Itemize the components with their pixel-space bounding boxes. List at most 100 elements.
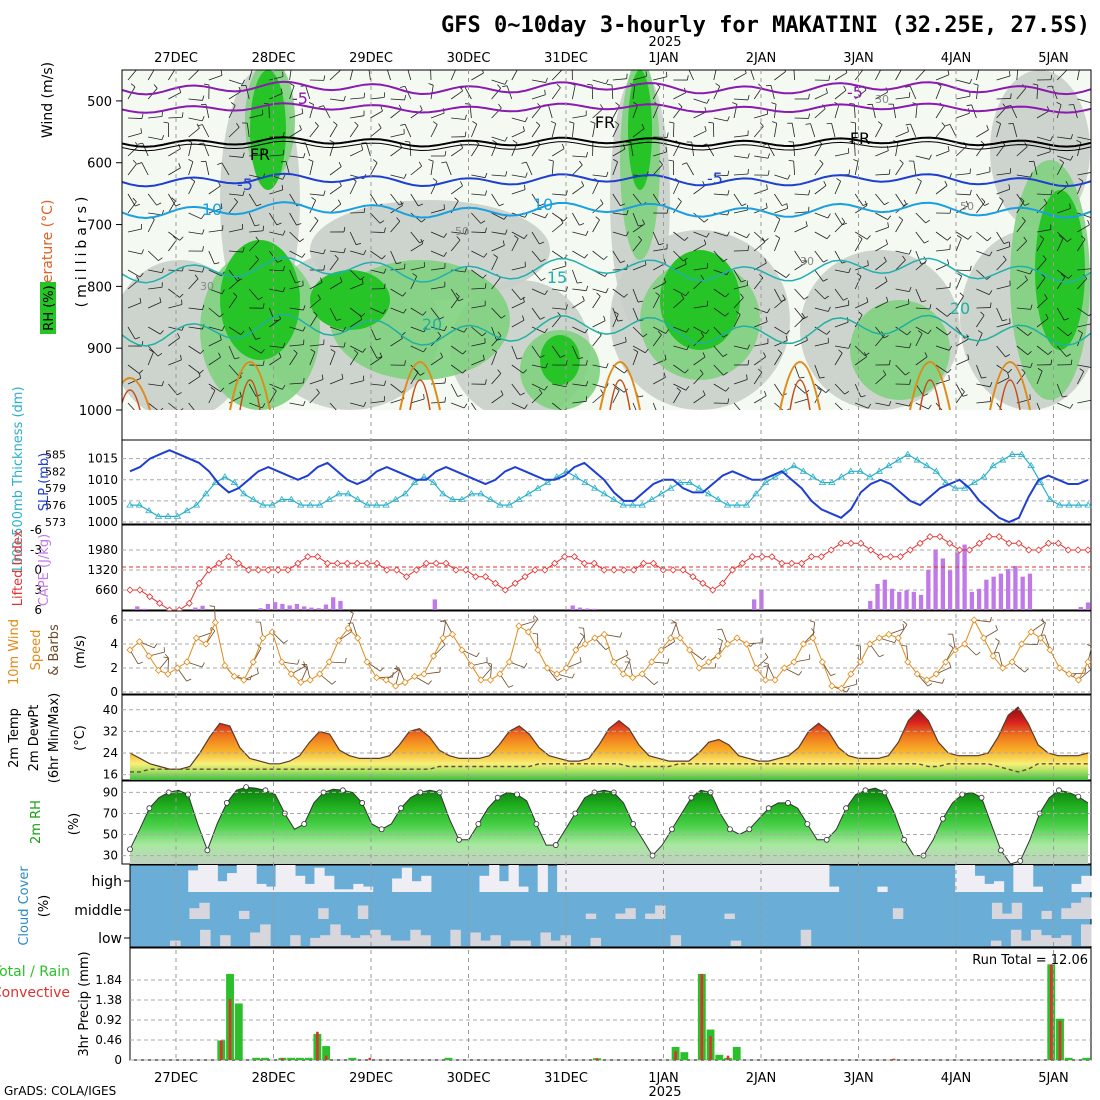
tick-label: 30 (103, 849, 118, 863)
wind-barb (976, 383, 991, 388)
wind-barb-flag (908, 249, 912, 255)
wind-barb (168, 167, 181, 176)
li-marker (630, 566, 638, 574)
wind-barb-flag (159, 297, 162, 303)
rh-marker (765, 805, 772, 812)
wind-barb-flag (1005, 354, 1011, 358)
wind-marker (486, 676, 495, 684)
wind-barb-flag (159, 330, 164, 335)
thickness-marker (1084, 501, 1092, 508)
thickness-marker (1008, 450, 1016, 457)
cloud-block (357, 905, 369, 919)
wind-barb (673, 298, 685, 309)
cape-bar (323, 604, 329, 610)
wind-barb (976, 129, 989, 138)
wind-barb (531, 231, 540, 245)
wind-barb (390, 147, 403, 157)
wind-barb-flag (600, 104, 604, 109)
wind-barb (531, 94, 546, 100)
wind-barb-flag (363, 401, 367, 407)
wind-barb-flag (539, 355, 545, 358)
cloud-block (751, 865, 762, 892)
wind-barb (491, 193, 500, 207)
thickness-marker (486, 495, 495, 502)
wind-marker (192, 634, 200, 642)
wind-barb-flag (493, 254, 498, 258)
wind-barb-flag (987, 237, 992, 242)
cloud-block (256, 883, 267, 892)
wind-barb (390, 383, 402, 393)
wind-barb (612, 231, 627, 237)
wind-barb-flag (848, 409, 850, 410)
wind-barb-flag (383, 227, 386, 233)
wind-barb-flag (218, 352, 221, 358)
wind-barb (791, 123, 795, 138)
thickness-marker (809, 473, 817, 480)
wind-barb (895, 364, 906, 376)
wind-barb-flag (297, 659, 300, 665)
li-marker (798, 559, 806, 567)
wind-barb-flag (1044, 294, 1048, 299)
thickness-marker (875, 467, 884, 474)
wind-barb-flag (179, 236, 184, 241)
wind-barb-flag (805, 221, 808, 227)
li-marker (551, 559, 559, 567)
wind-barb-flag (901, 645, 907, 647)
cloud-block (401, 867, 413, 892)
cloud-block (275, 865, 286, 892)
wind-barb (733, 314, 741, 328)
wind-barb (875, 374, 887, 385)
wind-barb-flag (214, 262, 220, 265)
wind-barb (915, 333, 923, 347)
cloud-block (1081, 875, 1092, 892)
wind-barb-flag (379, 220, 385, 224)
wind-barb-flag (975, 651, 981, 656)
precip-total-bar (234, 1003, 243, 1060)
cape-bar (294, 603, 300, 610)
wind-barb-flag (826, 234, 831, 240)
wind-marker (1018, 640, 1026, 648)
wind-barb (289, 285, 304, 290)
wind-barb-flag (825, 389, 830, 393)
li-marker (817, 553, 825, 561)
wind-barb-flag (421, 218, 426, 223)
wind-barb-flag (967, 235, 972, 240)
wind-barb-flag (240, 330, 245, 335)
wind-barb-flag (803, 296, 809, 300)
wind-barb (551, 222, 564, 233)
wind-barb-flag (1064, 318, 1070, 321)
wind-barb (814, 231, 828, 240)
temperature-line (129, 706, 1089, 770)
wind-barb-flag (1019, 197, 1025, 202)
wind-barb (935, 249, 950, 252)
thickness-tick-label: 582 (45, 465, 66, 478)
rh-marker (301, 821, 308, 827)
tick-label: 1005 (87, 494, 118, 508)
wind-barb (935, 402, 943, 410)
wind-barb-flag (299, 238, 304, 243)
wind-barb-flag (986, 125, 989, 131)
wind-marker (951, 646, 959, 654)
cape-bar (947, 570, 953, 610)
wind-barb (810, 123, 816, 138)
cloud-block (1013, 865, 1024, 892)
cloud-block (480, 940, 491, 946)
li-marker (768, 553, 776, 561)
wind-barb-flag (923, 393, 929, 397)
wind-barb-flag (740, 293, 744, 298)
wind-barb (410, 371, 419, 385)
thickness-marker (790, 461, 798, 469)
wind-barb (572, 185, 584, 195)
precip-total-bar (732, 1046, 741, 1060)
wind-barb-flag (864, 200, 868, 206)
cloud-block (760, 865, 772, 892)
wind-barb-flag (899, 65, 903, 68)
rh-line (129, 786, 1089, 865)
wind-barb-flag (683, 67, 688, 68)
li-marker (254, 566, 262, 574)
wind-barb (349, 318, 363, 328)
thickness-tick-label: 576 (45, 499, 66, 512)
wind-marker (515, 622, 523, 630)
li-marker (896, 553, 904, 561)
day-label-top: 3JAN (843, 51, 874, 66)
